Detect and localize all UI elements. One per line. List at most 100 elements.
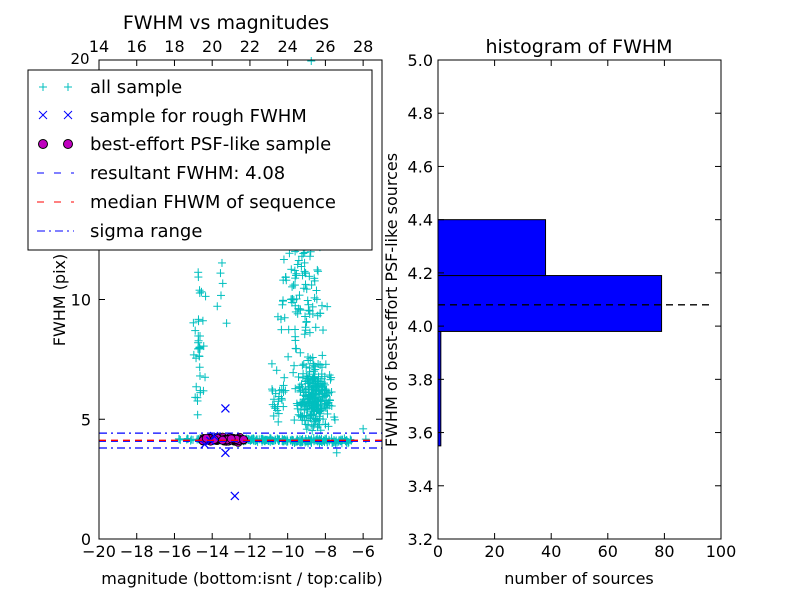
all-sample-point (283, 435, 292, 444)
top-tick-label: 24 (277, 37, 297, 56)
all-sample-point (319, 326, 328, 335)
all-sample-point (290, 266, 299, 275)
all-sample-point (280, 313, 289, 322)
all-sample-point (290, 325, 299, 334)
x-tick-label: −12 (233, 542, 267, 561)
all-sample-point (302, 388, 311, 397)
all-sample-point (274, 409, 283, 418)
legend-label: best-effort PSF-like sample (90, 134, 331, 155)
all-sample-point (330, 413, 339, 422)
all-sample-point (201, 292, 210, 301)
all-sample-point (296, 405, 305, 414)
all-sample-point (298, 361, 307, 370)
psf-sample-point (239, 435, 248, 444)
all-sample-point (313, 265, 322, 274)
histogram-panel: histogram of FWHM 0 20 40 60 80 100 3.2 3.4 3.6 3… (382, 36, 736, 588)
x-tick-label: 60 (598, 542, 618, 561)
all-sample-point (310, 274, 319, 283)
all-sample-point (191, 326, 200, 335)
all-sample-point (288, 282, 297, 291)
x-tick-label: −10 (271, 542, 305, 561)
x-stroke (220, 404, 230, 413)
x-tick-label: 100 (706, 542, 737, 561)
all-sample-point (311, 414, 320, 423)
all-sample-point (194, 331, 203, 340)
y-tick-label: 3.2 (408, 530, 433, 549)
all-sample-point (268, 385, 277, 394)
all-sample-point (274, 417, 283, 426)
y-tick-label: 4.8 (408, 104, 433, 123)
all-sample-point (313, 380, 322, 389)
all-sample-point (294, 372, 303, 381)
all-sample-point (195, 286, 204, 295)
y-tick-label: 0 (81, 530, 91, 549)
all-sample-point (272, 366, 281, 375)
all-sample-point (301, 326, 310, 335)
all-sample-point (201, 373, 210, 382)
all-sample-point (325, 371, 334, 380)
all-sample-point (299, 284, 308, 293)
all-sample-point (309, 373, 318, 382)
all-sample-point (312, 401, 321, 410)
all-sample-point (307, 409, 316, 418)
all-sample-point (191, 393, 200, 402)
all-sample-point (218, 279, 227, 288)
all-sample-point (294, 410, 303, 419)
y-tick-label: 4.0 (408, 317, 433, 336)
all-sample-point (293, 404, 302, 413)
all-sample-point (317, 374, 326, 383)
rough-sample-point (230, 491, 240, 501)
legend-label: all sample (90, 77, 182, 98)
all-sample-point (293, 260, 302, 269)
all-sample-point (284, 352, 293, 361)
x-tick-label: −14 (195, 542, 229, 561)
all-sample-point (305, 252, 314, 261)
all-sample-point (193, 410, 202, 419)
histogram-bar (437, 275, 663, 332)
all-sample-point (291, 384, 300, 393)
all-sample-point (315, 420, 324, 429)
y-tick-label: 4.2 (408, 264, 433, 283)
all-sample-point (300, 416, 309, 425)
all-sample-point (308, 353, 317, 362)
all-sample-point (338, 435, 347, 444)
all-sample-point (217, 258, 226, 267)
top-tick-label: 22 (240, 37, 260, 56)
all-sample-point (303, 372, 312, 381)
all-sample-point (321, 435, 330, 444)
all-sample-point (323, 404, 332, 413)
all-sample-point (305, 328, 314, 337)
all-sample-point (289, 281, 298, 290)
all-sample-point (187, 435, 196, 444)
all-sample-point (308, 302, 317, 311)
top-tick-label: 16 (127, 37, 147, 56)
all-sample-point (316, 406, 325, 415)
all-sample-point (290, 416, 299, 425)
all-sample-point (175, 435, 184, 444)
histogram-y-label: FWHM of best-effort PSF-like sources (382, 153, 401, 447)
all-sample-point (301, 312, 310, 321)
all-sample-point (189, 350, 198, 359)
all-sample-point (301, 280, 310, 289)
all-sample-point (314, 267, 323, 276)
all-sample-point (306, 411, 315, 420)
all-sample-point (307, 280, 316, 289)
y-tick-label: 5.0 (408, 51, 433, 70)
legend-entry-sigma-range: sigma range (37, 221, 202, 242)
all-sample-point (302, 317, 311, 326)
all-sample-point (323, 302, 332, 311)
all-sample-point (195, 352, 204, 361)
all-sample-point (294, 256, 303, 265)
scatter-ticks: −20 −18 −16 −14 −12 −10 −8 −6 14 16 18 20 22 24 26 28 0 5… (71, 37, 382, 561)
all-sample-point (304, 420, 313, 429)
all-sample-point (198, 316, 207, 325)
all-sample-point (269, 411, 278, 420)
top-tick-label: 26 (315, 37, 335, 56)
all-sample-point (279, 255, 288, 264)
all-sample-point (317, 301, 326, 310)
x-tick-label: −18 (120, 542, 154, 561)
x-tick-label: 40 (541, 542, 561, 561)
x-tick-label: 0 (433, 542, 443, 561)
y-tick-label: 3.6 (408, 424, 433, 443)
rough-sample-point (220, 404, 230, 413)
